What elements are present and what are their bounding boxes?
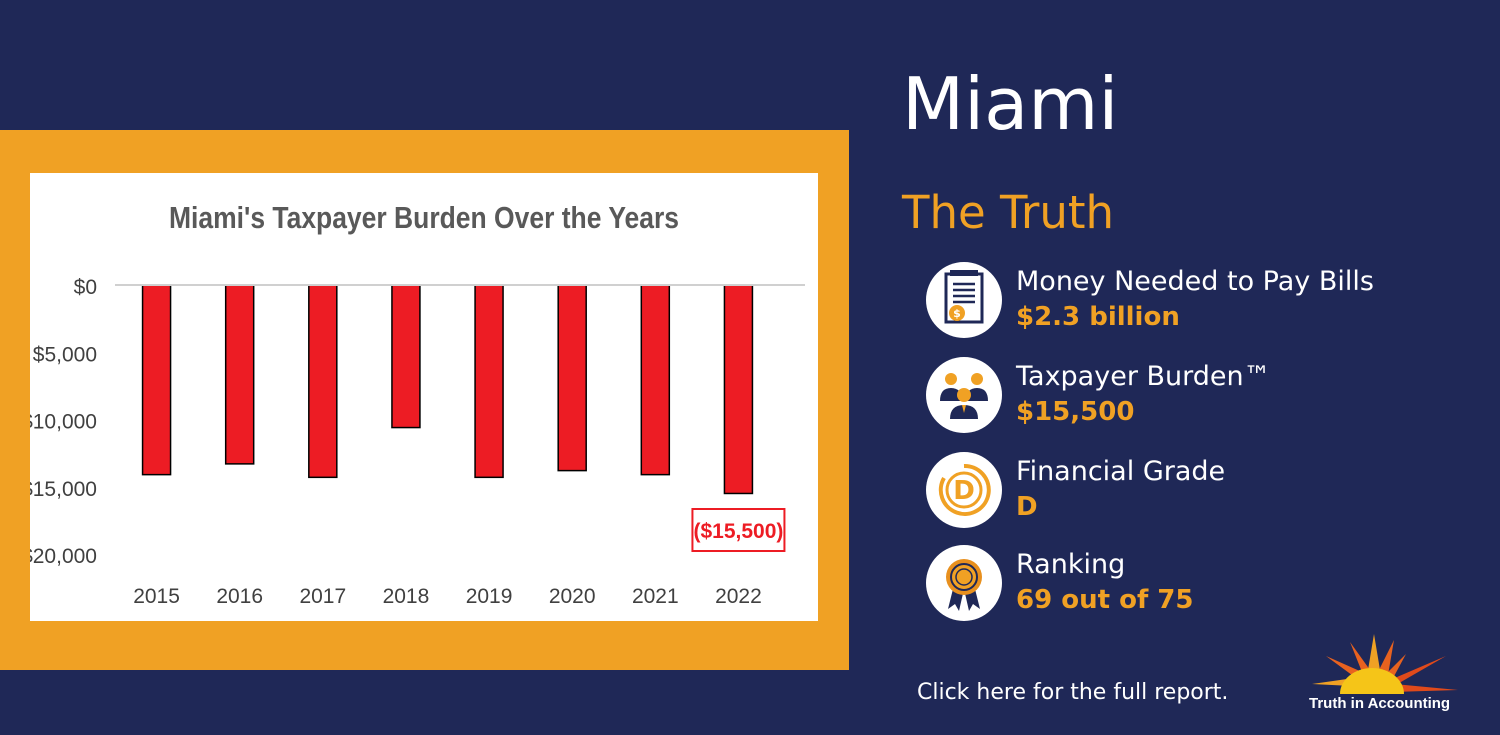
bar [723,284,754,495]
x-tick-label: 2015 [133,585,180,608]
x-tick-label: 2016 [216,585,263,608]
bill-icon: $ [926,262,1002,338]
taxpayer-burden-chart: Miami's Taxpayer Burden Over the Years $0… [30,200,805,608]
y-tick-label: $10,000 [30,411,97,434]
x-tick-label: 2017 [299,585,346,608]
annotation-label: ($15,500) [693,520,783,543]
stat-value: $2.3 billion [1016,302,1180,332]
stat-value: $15,500 [1016,397,1135,427]
bar [391,284,421,429]
y-tick-label: $20,000 [30,545,97,568]
stat-value: 69 out of 75 [1016,585,1194,615]
truth-in-accounting-logo: Truth in Accounting [1306,632,1466,722]
stat-taxpayer-burden: Taxpayer Burden™ $15,500 [926,357,1486,433]
bar [224,284,255,465]
grade-d-icon: D [926,452,1002,528]
bar [557,284,587,472]
x-tick-label: 2019 [466,585,513,608]
chart-title: Miami's Taxpayer Burden Over the Years [169,200,679,235]
x-tick-label: 2021 [632,585,679,608]
chart-card: Miami's Taxpayer Burden Over the Years $0… [30,173,818,621]
stat-label: Ranking [1016,549,1126,580]
x-tick-label: 2018 [383,585,430,608]
x-tick-label: 2022 [715,585,762,608]
bar [308,284,338,479]
x-tick-label: 2020 [549,585,596,608]
logo-text: Truth in Accounting [1309,695,1451,712]
annotation-box [691,508,786,552]
bar [141,284,172,476]
svg-text:D: D [953,476,975,506]
bar [474,284,504,479]
stat-financial-grade: D Financial Grade D [926,452,1486,528]
y-tick-label: $0 [74,276,97,299]
ribbon-award-icon [926,545,1002,621]
y-tick-label: $15,000 [30,478,97,501]
stat-label: Financial Grade [1016,456,1226,487]
section-title: The Truth [902,186,1115,239]
full-report-link[interactable]: Click here for the full report. [917,680,1229,705]
bar [640,284,671,476]
chart-frame: Miami's Taxpayer Burden Over the Years $0… [0,130,849,670]
stat-ranking: Ranking 69 out of 75 [926,545,1486,621]
stat-money-needed: $ Money Needed to Pay Bills $2.3 billion [926,262,1486,338]
y-tick-label: $5,000 [33,343,97,366]
sun-logo-icon [1312,634,1458,694]
city-title: Miami [902,62,1119,146]
svg-text:$: $ [953,307,961,320]
stat-label: Money Needed to Pay Bills [1016,266,1374,297]
taxpayers-icon [926,357,1002,433]
stat-value: D [1016,492,1038,522]
stat-label: Taxpayer Burden™ [1016,361,1271,392]
